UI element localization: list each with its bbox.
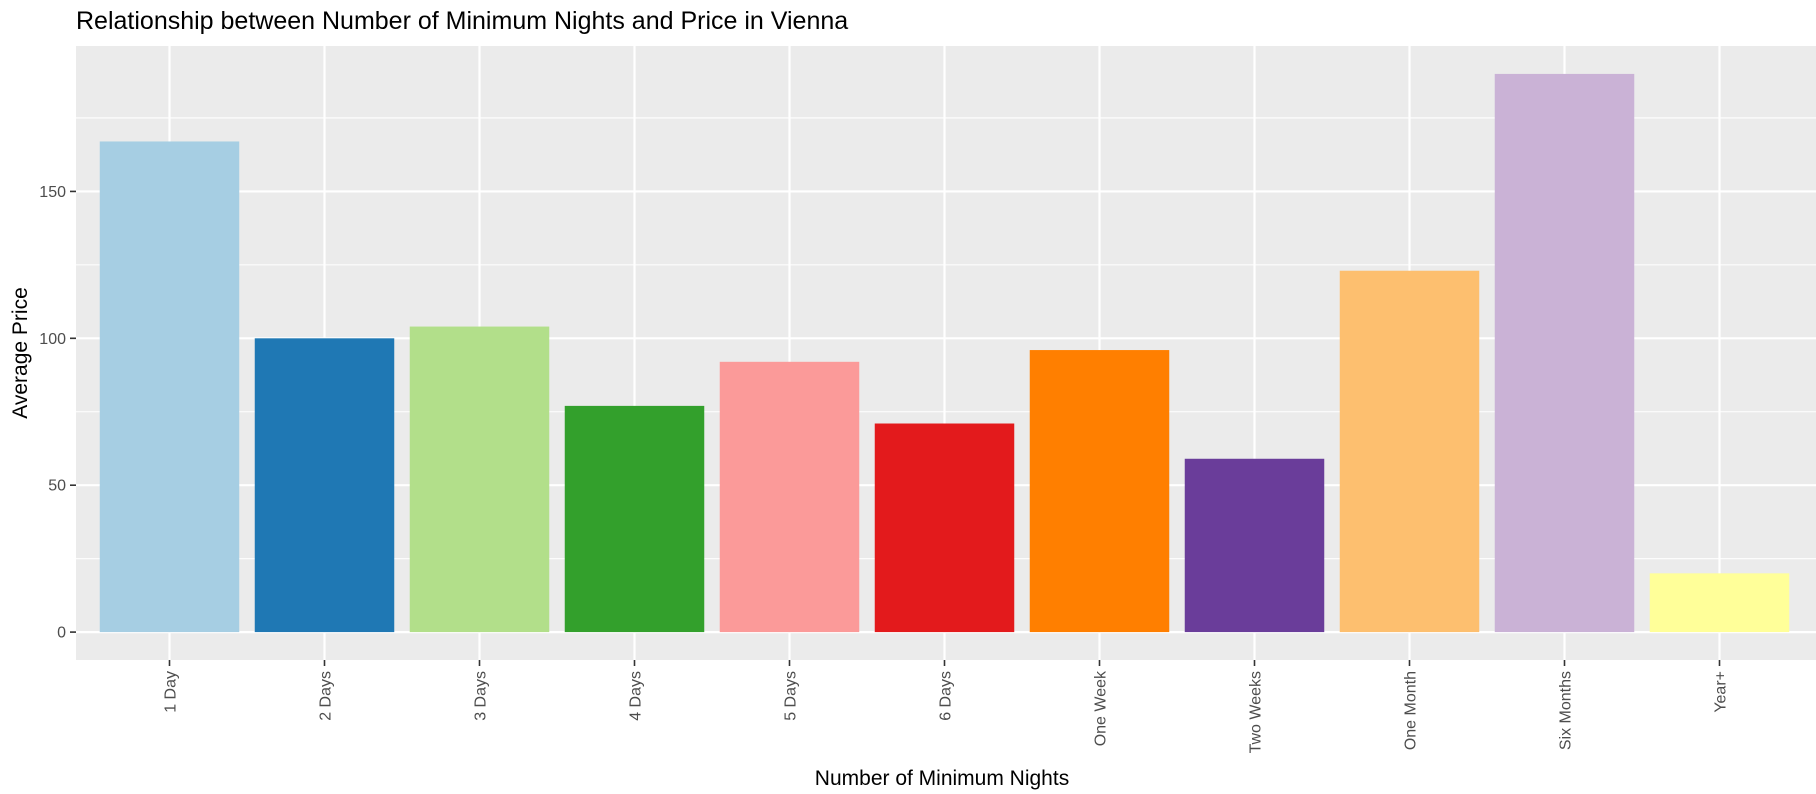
- bar: [1494, 73, 1635, 633]
- y-tick-label: 100: [39, 331, 66, 348]
- bar: [99, 141, 240, 633]
- bar: [1029, 350, 1170, 633]
- x-tick-label: One Week: [1093, 670, 1110, 746]
- bar: [409, 326, 550, 633]
- x-axis: 1 Day 2 Days 3 Days 4 Days 5 Days 6 Days One W…: [163, 660, 1730, 753]
- bar: [254, 338, 395, 633]
- bar: [1339, 270, 1480, 633]
- bar: [874, 423, 1015, 633]
- x-tick-label: 4 Days: [628, 671, 645, 721]
- y-axis: 0 50 100 150: [39, 184, 76, 642]
- y-tick-label: 50: [48, 478, 66, 495]
- x-axis-title: Number of Minimum Nights: [815, 767, 1069, 790]
- x-tick-label: 2 Days: [318, 671, 335, 721]
- y-axis-title: Average Price: [9, 287, 32, 419]
- bar: [1184, 458, 1325, 633]
- bars: [99, 73, 1790, 633]
- x-tick-label: One Month: [1403, 671, 1420, 750]
- bar: [719, 361, 860, 633]
- y-tick-label: 0: [57, 625, 66, 642]
- x-tick-label: Two Weeks: [1248, 671, 1265, 753]
- bar: [1649, 573, 1790, 633]
- x-tick-label: Year+: [1713, 671, 1730, 713]
- x-tick-label: 3 Days: [473, 671, 490, 721]
- x-tick-label: Six Months: [1558, 671, 1575, 750]
- x-tick-label: 5 Days: [783, 671, 800, 721]
- bar: [564, 405, 705, 633]
- x-tick-label: 6 Days: [938, 671, 955, 721]
- y-tick-label: 150: [39, 184, 66, 201]
- x-tick-label: 1 Day: [163, 671, 180, 713]
- chart-title: Relationship between Number of Minimum N…: [76, 7, 848, 35]
